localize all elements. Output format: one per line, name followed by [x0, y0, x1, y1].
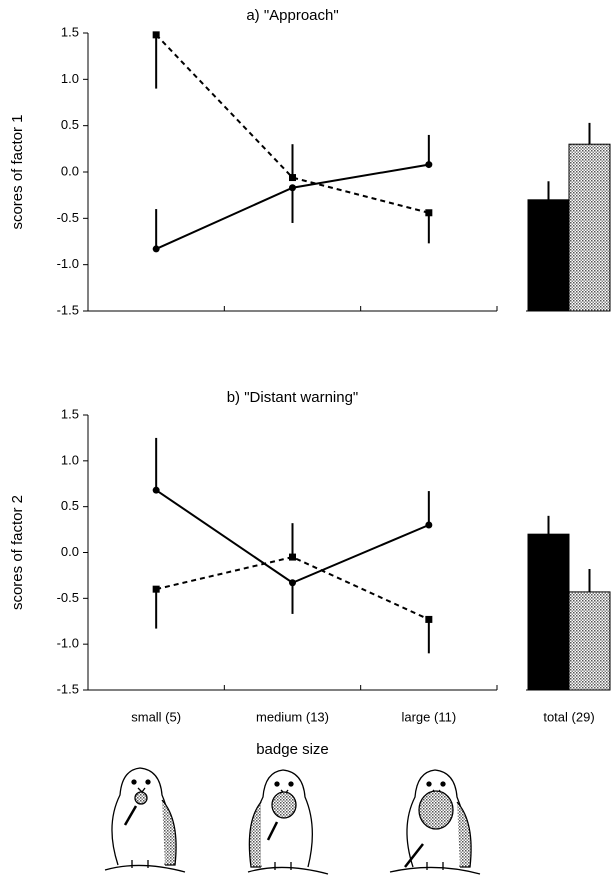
bird-medium-badge — [247, 769, 329, 875]
x-tick-label: small (5) — [131, 709, 181, 724]
y-tick-label: 1.5 — [61, 24, 79, 39]
y-tick-label: -1.5 — [57, 302, 79, 317]
bar — [527, 533, 570, 691]
x-tick-label: total (29) — [543, 709, 594, 724]
y-tick-label: 1.5 — [61, 406, 79, 421]
y-tick-label: 1.0 — [61, 452, 79, 467]
bird-illustrations — [104, 767, 481, 875]
y-axis-label: scores of factor 2 — [9, 495, 26, 610]
x-tick-label: large (11) — [401, 709, 456, 724]
bird-small-badge — [104, 767, 186, 873]
point — [152, 585, 160, 593]
y-tick-label: -1.5 — [57, 681, 79, 696]
point — [425, 209, 433, 217]
y-tick-label: 1.0 — [61, 71, 79, 86]
y-tick-label: 0.5 — [61, 498, 79, 513]
point — [289, 579, 296, 587]
point — [152, 31, 160, 39]
chart-title: b) "Distant warning" — [227, 389, 359, 406]
point — [289, 174, 296, 182]
bar — [568, 591, 611, 691]
y-axis-label: scores of factor 1 — [9, 114, 26, 229]
point — [289, 184, 296, 192]
point — [425, 521, 433, 529]
point — [289, 553, 296, 561]
y-tick-label: 0.0 — [61, 163, 79, 178]
y-tick-label: -0.5 — [57, 590, 79, 605]
bar — [568, 143, 611, 312]
series-line — [155, 556, 430, 621]
x-tick-label: medium (13) — [256, 709, 329, 724]
bird-large-badge — [389, 769, 481, 875]
y-tick-label: -1.0 — [57, 256, 79, 271]
point — [425, 615, 433, 623]
y-tick-label: 0.5 — [61, 117, 79, 132]
chart-title: a) "Approach" — [246, 7, 338, 24]
y-tick-label: -0.5 — [57, 210, 79, 225]
point — [425, 161, 433, 169]
x-axis-label: badge size — [256, 741, 329, 758]
series-line — [155, 34, 430, 214]
point — [152, 486, 160, 494]
point — [152, 245, 160, 253]
y-tick-label: 0.0 — [61, 544, 79, 559]
bar — [527, 199, 570, 312]
y-tick-label: -1.0 — [57, 636, 79, 651]
